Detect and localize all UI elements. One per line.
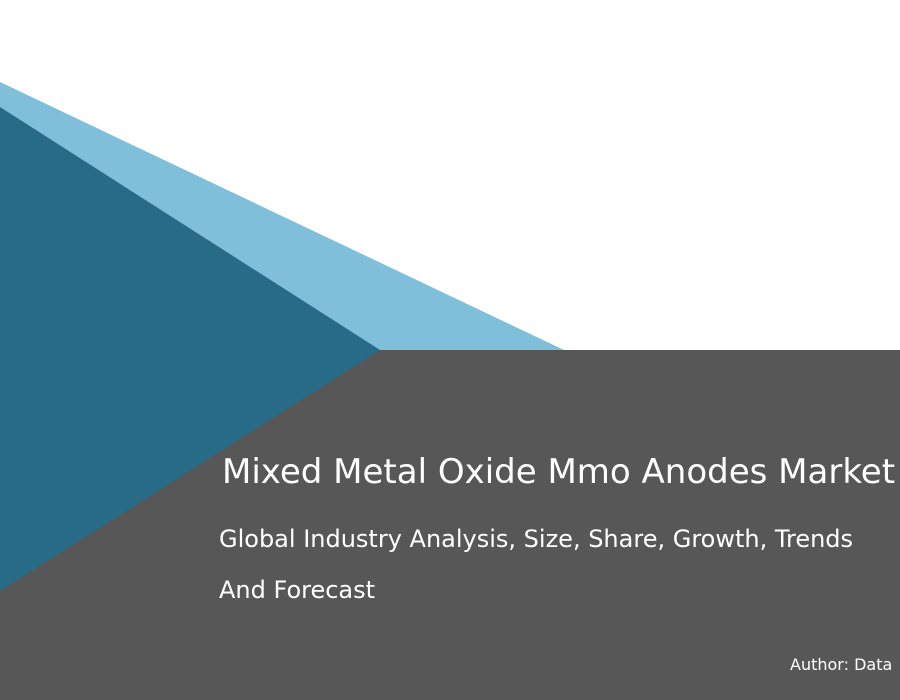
author-label: Author: Data <box>790 655 893 674</box>
dark-blue-triangle <box>0 107 380 591</box>
report-title: Mixed Metal Oxide Mmo Anodes Market <box>222 452 896 492</box>
report-subtitle-line1: Global Industry Analysis, Size, Share, G… <box>219 525 854 553</box>
report-subtitle-line2: And Forecast <box>219 576 376 604</box>
